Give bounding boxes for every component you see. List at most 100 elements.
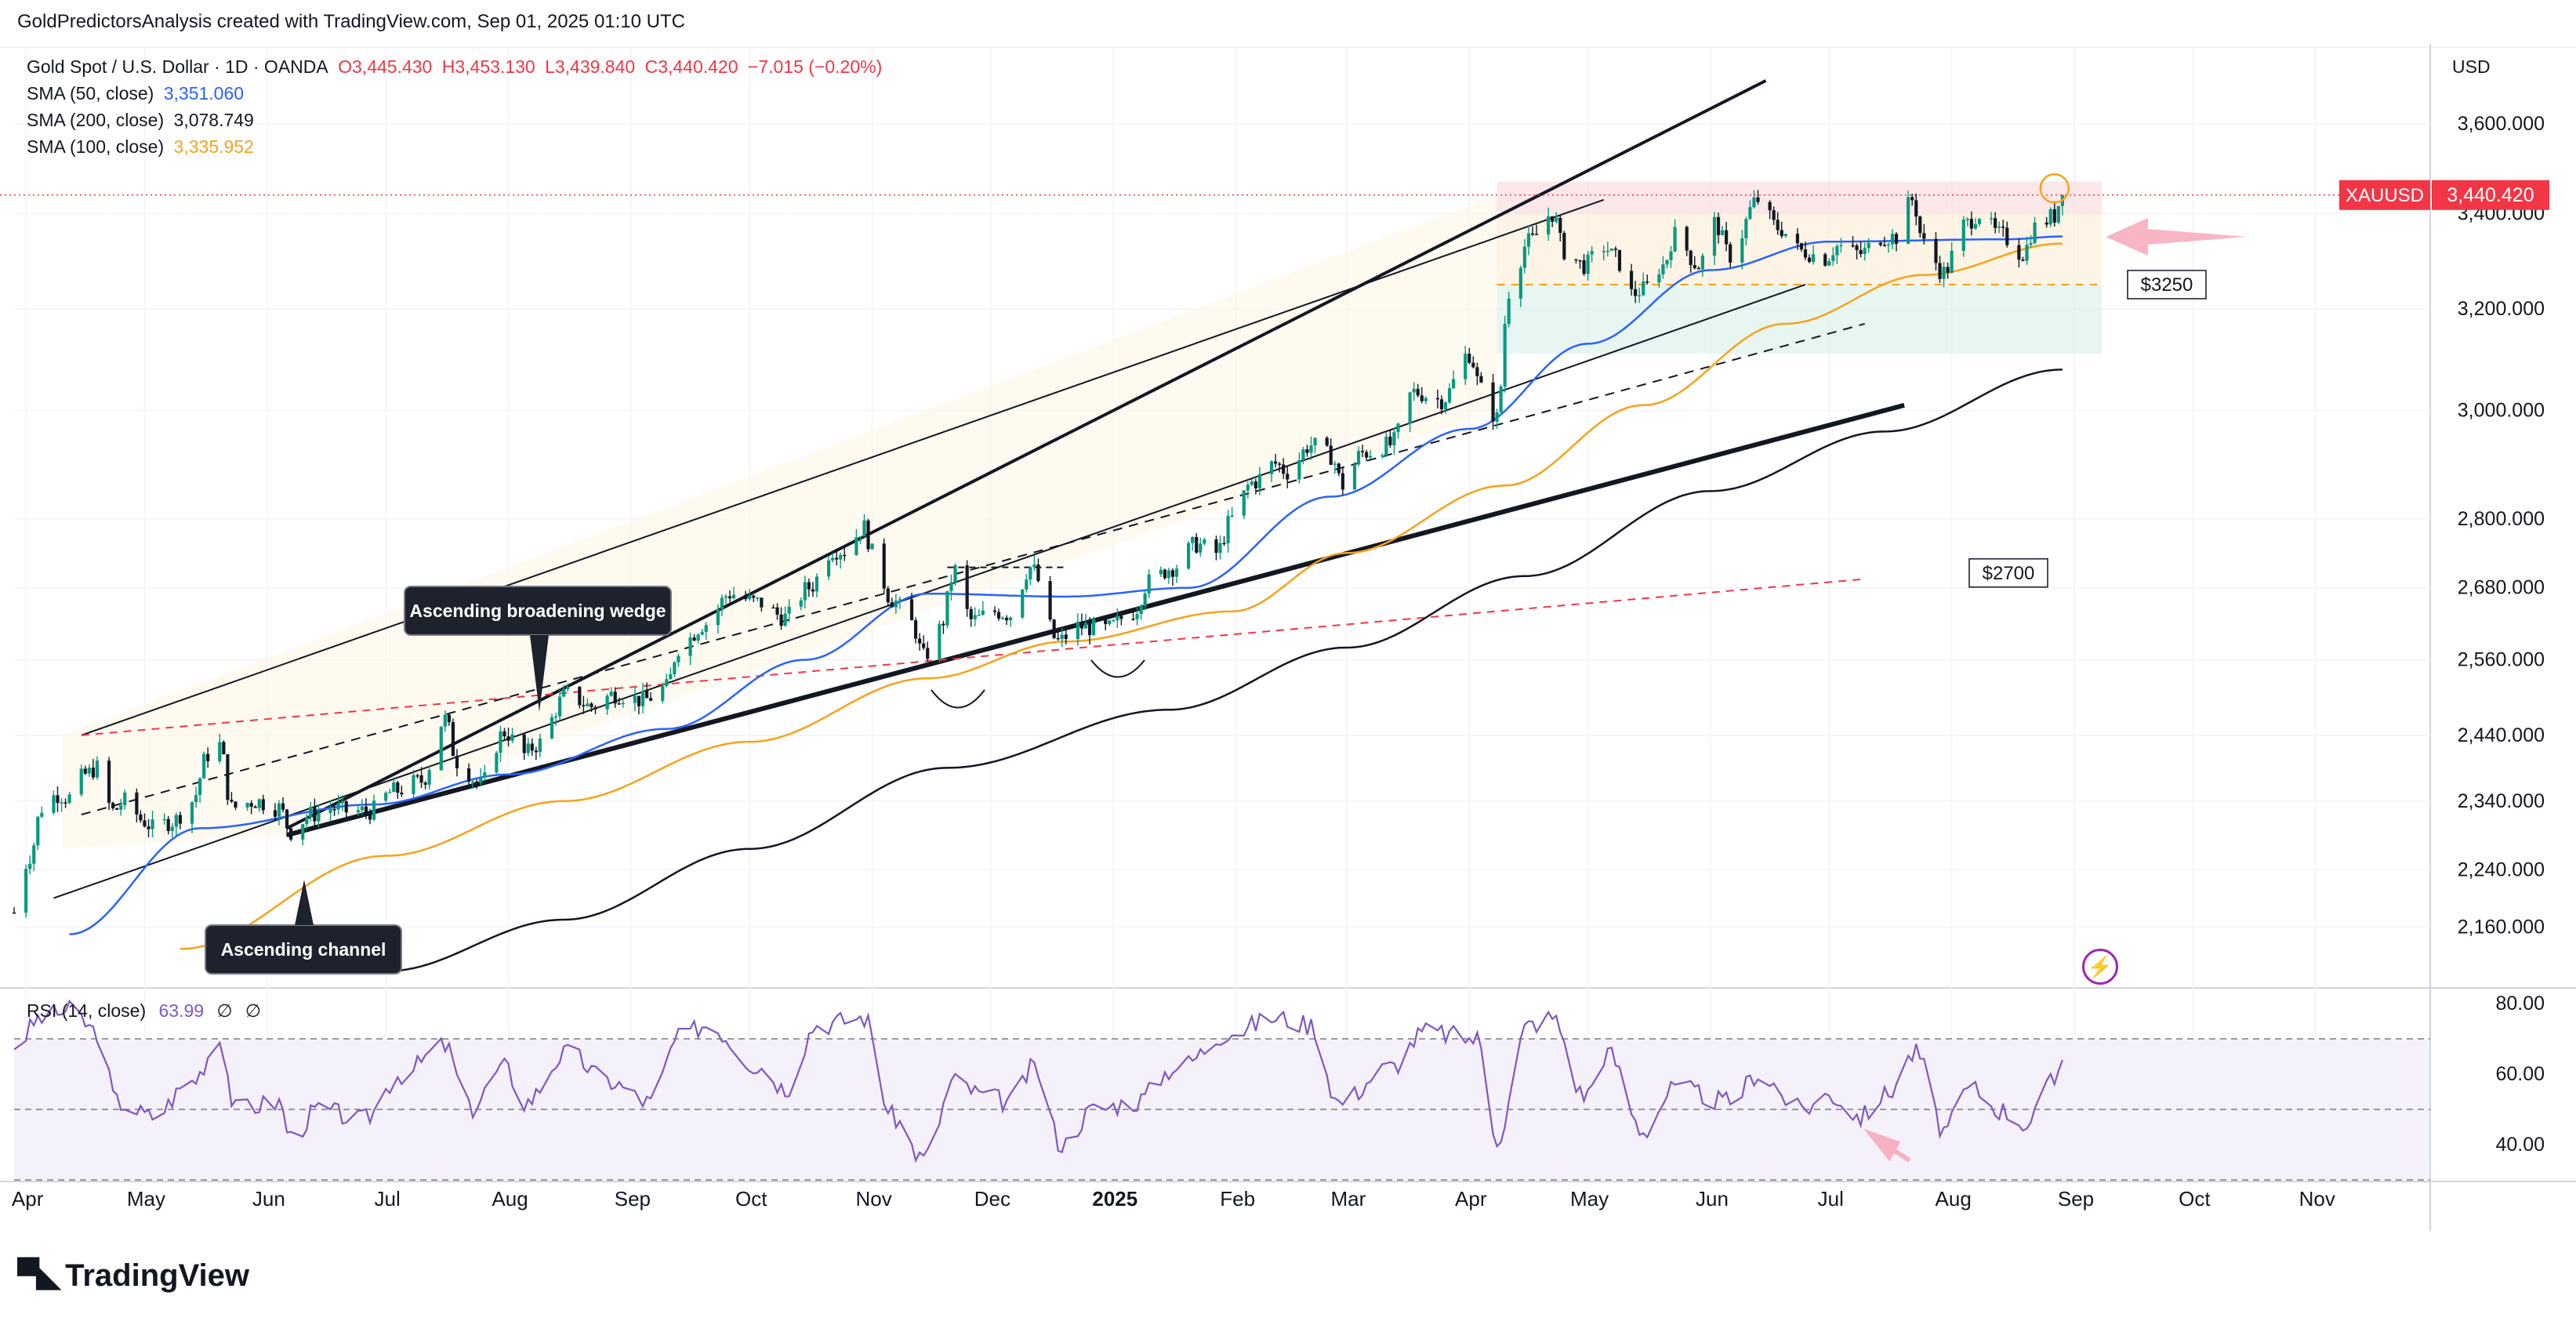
candle-up bbox=[412, 775, 415, 795]
candle-up bbox=[1076, 621, 1079, 640]
candle-up bbox=[1700, 256, 1704, 270]
candle-down bbox=[107, 761, 111, 804]
candle-up bbox=[894, 601, 898, 608]
candle-up bbox=[1301, 449, 1305, 460]
candle-up bbox=[162, 819, 166, 821]
channel-mid-line bbox=[81, 322, 1865, 815]
candle-down bbox=[835, 557, 839, 560]
candle-up bbox=[328, 808, 332, 813]
time-tick-label: Oct bbox=[2179, 1187, 2211, 1211]
candle-down bbox=[909, 599, 914, 621]
candle-down bbox=[56, 795, 60, 804]
candle-down bbox=[1807, 257, 1812, 263]
candle-down bbox=[886, 588, 890, 603]
candle-down bbox=[1439, 399, 1444, 410]
candle-up bbox=[202, 753, 206, 779]
candle-up bbox=[553, 716, 558, 718]
candle-up bbox=[1609, 249, 1613, 251]
candle-up bbox=[40, 812, 44, 817]
candle-up bbox=[1890, 234, 1895, 245]
candle-down bbox=[1337, 463, 1341, 474]
candle-up bbox=[1863, 248, 1867, 255]
candle-down bbox=[1725, 230, 1729, 245]
sma200-legend-row[interactable]: SMA (200, close) 3,078.749 bbox=[27, 107, 887, 133]
highlight-circle bbox=[2039, 173, 2070, 204]
candle-down bbox=[178, 815, 182, 824]
candle-down bbox=[1946, 267, 1950, 273]
candle-down bbox=[922, 643, 926, 648]
candle-down bbox=[1823, 254, 1827, 266]
candle-up bbox=[1112, 620, 1116, 622]
candle-up bbox=[839, 554, 843, 560]
price-tag-label: 3,440.420 bbox=[2447, 184, 2534, 206]
candle-down bbox=[230, 800, 234, 802]
candle-up bbox=[700, 631, 704, 635]
candle-down bbox=[2017, 245, 2021, 260]
author-header: GoldPredictorsAnalysis created with Trad… bbox=[17, 11, 685, 32]
candle-up bbox=[194, 795, 198, 803]
sma50-legend-row[interactable]: SMA (50, close) 3,351.060 bbox=[27, 80, 887, 107]
ohlc-open: O3,445.430 bbox=[338, 56, 433, 77]
time-tick-label: Apr bbox=[1455, 1187, 1487, 1211]
candle-up bbox=[1605, 250, 1609, 252]
candle-down bbox=[1851, 245, 1855, 247]
candle-down bbox=[593, 707, 597, 710]
trendlines-layer bbox=[0, 79, 2352, 899]
candle-up bbox=[510, 734, 514, 741]
candle-down bbox=[143, 820, 147, 827]
candle-down bbox=[843, 554, 847, 557]
candle-down bbox=[1254, 481, 1257, 488]
rsi-legend[interactable]: RSI (14, close) 63.99 ∅ ∅ bbox=[27, 1000, 269, 1022]
candle-down bbox=[1119, 615, 1123, 619]
candle-up bbox=[356, 810, 360, 813]
candle-down bbox=[760, 597, 764, 608]
candle-up bbox=[1547, 216, 1551, 234]
candle-up bbox=[257, 799, 261, 808]
candle-down bbox=[1087, 623, 1092, 636]
candle-down bbox=[1803, 249, 1808, 258]
candle-up bbox=[953, 565, 957, 583]
time-tick-label: Aug bbox=[492, 1187, 528, 1211]
candle-up bbox=[388, 792, 392, 793]
sma200-label: SMA (200, close) bbox=[27, 110, 165, 130]
bottom-arc-1 bbox=[931, 689, 985, 709]
sma100-label: SMA (100, close) bbox=[27, 136, 165, 157]
candle-up bbox=[1108, 620, 1112, 624]
candle-down bbox=[1634, 289, 1638, 296]
time-tick-label: Oct bbox=[735, 1187, 767, 1211]
candle-down bbox=[166, 819, 170, 831]
currency-label[interactable]: USD bbox=[2452, 56, 2491, 77]
time-tick-label: Sep bbox=[2058, 1187, 2094, 1211]
candle-up bbox=[1720, 230, 1725, 235]
candle-down bbox=[1004, 617, 1009, 621]
candle-up bbox=[1269, 461, 1274, 474]
price-tick-label: 3,200.000 bbox=[2458, 298, 2545, 320]
candle-up bbox=[2056, 205, 2060, 223]
lightning-icon[interactable]: ⚡ bbox=[2082, 949, 2118, 985]
price-tag-box bbox=[2432, 180, 2549, 210]
wedge-upper-line bbox=[286, 79, 1767, 830]
candle-up bbox=[1218, 543, 1222, 554]
candle-up bbox=[1246, 485, 1250, 491]
candle-up bbox=[151, 819, 154, 829]
candle-up bbox=[1602, 251, 1605, 252]
time-tick-label: Aug bbox=[1936, 1187, 1972, 1211]
candle-down bbox=[649, 698, 653, 701]
candle-down bbox=[222, 742, 226, 755]
candle-up bbox=[1297, 459, 1301, 480]
candle-up bbox=[392, 782, 396, 793]
candle-down bbox=[83, 768, 87, 774]
level-3250-box bbox=[2127, 270, 2207, 299]
candle-up bbox=[550, 717, 554, 739]
wedge-fill bbox=[61, 195, 1497, 849]
sma100-legend-row[interactable]: SMA (100, close) 3,335.952 bbox=[27, 133, 887, 160]
candle-up bbox=[277, 803, 281, 817]
symbol-tag-label: XAUUSD bbox=[2346, 185, 2424, 206]
candle-up bbox=[1451, 379, 1456, 389]
candle-down bbox=[1629, 270, 1634, 289]
rsi-placeholder-1: ∅ bbox=[216, 1000, 233, 1021]
candle-down bbox=[1696, 267, 1700, 270]
candle-down bbox=[965, 565, 969, 609]
candle-up bbox=[1555, 217, 1558, 222]
candle-up bbox=[495, 753, 499, 773]
